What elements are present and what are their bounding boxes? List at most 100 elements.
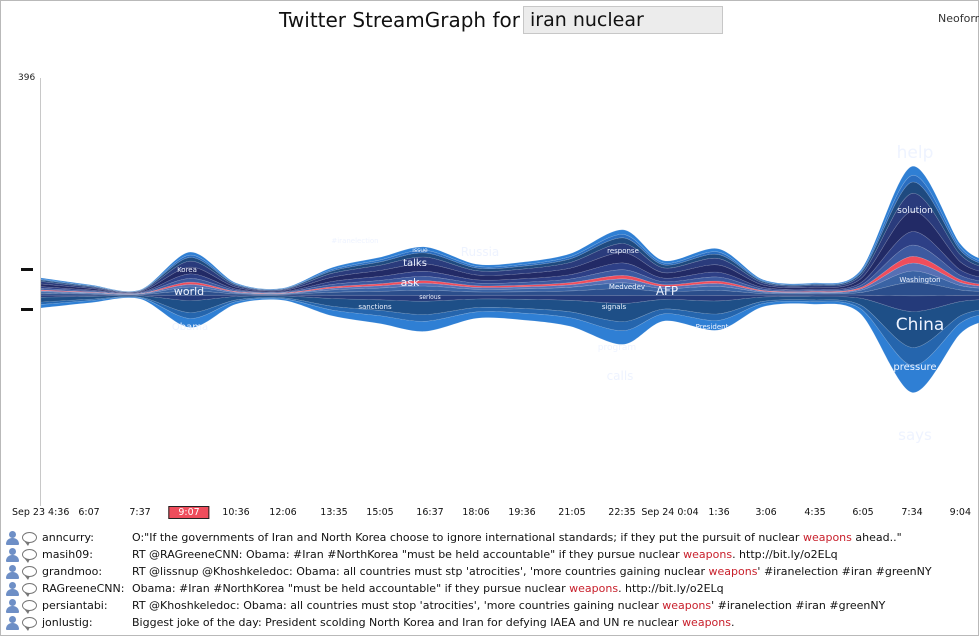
tweet-keyword: weapons	[662, 599, 712, 612]
stream-label: Washington	[899, 276, 940, 284]
stream-label: AFP	[656, 284, 678, 298]
tweet-author[interactable]: masih09:	[42, 548, 93, 561]
user-icon	[6, 616, 19, 630]
tweet-text-start: RT @RAGreeneCNN: Obama: #Iran #NorthKore…	[132, 548, 684, 561]
stream-labels: help solution China pressure says Washington R…	[172, 143, 944, 444]
stream-label: Obama	[172, 322, 208, 333]
tweet-row[interactable]: persiantabi: RT @Khoshkeledoc: Obama: all…	[0, 598, 979, 615]
brand-label: Neoform	[938, 12, 979, 25]
user-icon	[6, 582, 19, 596]
tweet-text-start: O:"If the governments of Iran and North …	[132, 531, 803, 544]
tweet-author[interactable]: jonlustig:	[42, 616, 93, 629]
tweet-text: Obama: #Iran #NorthKorea "must be held a…	[132, 582, 724, 595]
tweet-keyword: weapons	[682, 616, 731, 629]
y-axis-line	[40, 78, 41, 506]
time-tick[interactable]: 22:35	[608, 507, 636, 518]
stream-layer[interactable]	[41, 166, 979, 292]
stream-layer[interactable]	[41, 295, 979, 348]
time-tick[interactable]: 6:05	[852, 507, 874, 518]
time-tick[interactable]: Sep 23 4:36	[12, 507, 70, 518]
tweet-text-start: RT @Khoshkeledoc: Obama: all countries m…	[132, 599, 663, 612]
user-icon	[6, 548, 19, 562]
time-tick[interactable]: 21:05	[558, 507, 586, 518]
stream-layer[interactable]	[41, 281, 979, 297]
tweet-author[interactable]: persiantabi:	[42, 599, 108, 612]
header: Twitter StreamGraph for Neoform	[0, 6, 979, 36]
time-tick[interactable]: 16:37	[416, 507, 444, 518]
reply-bubble-icon[interactable]	[22, 566, 37, 580]
stream-label: Korea	[177, 266, 197, 274]
time-tick[interactable]: 3:06	[755, 507, 777, 518]
stream-layer[interactable]	[41, 270, 979, 295]
user-icon	[6, 599, 19, 613]
tweet-text-start: RT @lissnup @Khoshkeledoc: Obama: all co…	[132, 565, 709, 578]
search-input[interactable]	[523, 6, 723, 34]
y-axis-max-label: 396	[18, 73, 36, 83]
tweet-row[interactable]: grandmoo: RT @lissnup @Khoshkeledoc: Obam…	[0, 564, 979, 581]
stream-label: serious	[419, 294, 441, 301]
stream-label: world	[174, 285, 204, 298]
tweet-keyword: weapons	[569, 582, 619, 595]
tweet-row[interactable]: anncurry: O:"If the governments of Iran a…	[0, 530, 979, 547]
tweet-text: O:"If the governments of Iran and North …	[132, 531, 902, 544]
tweet-row[interactable]: RAGreeneCNN: Obama: #Iran #NorthKorea "mu…	[0, 581, 979, 598]
time-tick[interactable]: 18:06	[462, 507, 490, 518]
tweet-text: RT @Khoshkeledoc: Obama: all countries m…	[132, 599, 885, 612]
time-tick[interactable]: Sep 24 0:04	[641, 507, 699, 518]
stream-label: Russia	[461, 245, 500, 259]
tweet-text-end: ' #iranelection #iran #greenNY	[757, 565, 932, 578]
time-tick[interactable]: 12:06	[269, 507, 297, 518]
tweet-text-end: ahead.."	[851, 531, 902, 544]
time-tick[interactable]: 10:36	[222, 507, 250, 518]
stream-label: China	[896, 315, 945, 335]
tweet-text-end: . http://bit.ly/o2ELq	[732, 548, 838, 561]
stream-layer[interactable]	[41, 296, 979, 393]
tweet-keyword: weapons	[683, 548, 733, 561]
tweet-text: RT @RAGreeneCNN: Obama: #Iran #NorthKore…	[132, 548, 838, 561]
stream-label: pressure	[893, 362, 936, 373]
user-icon	[6, 531, 19, 545]
time-tick[interactable]: 13:35	[320, 507, 348, 518]
stream-label: talks	[403, 258, 427, 269]
stream-layer[interactable]	[41, 262, 979, 295]
stream-label: President	[696, 323, 729, 331]
stream-label: response	[607, 247, 639, 255]
zoom-handle-top[interactable]	[21, 268, 33, 271]
tweet-row[interactable]: jonlustig: Biggest joke of the day: Presi…	[0, 615, 979, 632]
tweet-author[interactable]: grandmoo:	[42, 565, 103, 578]
stream-label: sanctions	[358, 303, 392, 311]
stream-layer[interactable]	[41, 296, 979, 366]
time-tick[interactable]: 4:35	[804, 507, 826, 518]
zoom-handle-bottom[interactable]	[21, 308, 33, 311]
stream-label: help	[897, 143, 934, 163]
time-tick-selected[interactable]: 9:07	[168, 506, 210, 519]
reply-bubble-icon[interactable]	[22, 583, 37, 597]
stream-label: #iranelection	[331, 237, 378, 245]
reply-bubble-icon[interactable]	[22, 532, 37, 546]
tweet-row[interactable]: masih09: RT @RAGreeneCNN: Obama: #Iran #N…	[0, 547, 979, 564]
tweet-author[interactable]: anncurry:	[42, 531, 94, 544]
streamgraph[interactable]: help solution China pressure says Washington R…	[0, 0, 979, 510]
tweet-text: RT @lissnup @Khoshkeledoc: Obama: all co…	[132, 565, 932, 578]
time-axis[interactable]: Sep 23 4:36 6:07 7:37 9:07 10:36 12:06 13:35 15…	[0, 505, 979, 521]
stream-layers[interactable]	[41, 166, 979, 393]
tweet-text-end: . http://bit.ly/o2ELq	[618, 582, 724, 595]
time-tick[interactable]: 15:05	[366, 507, 394, 518]
time-tick[interactable]: 9:04	[949, 507, 971, 518]
time-tick[interactable]: 19:36	[508, 507, 536, 518]
reply-bubble-icon[interactable]	[22, 549, 37, 563]
time-tick[interactable]: 7:34	[901, 507, 923, 518]
tweet-author[interactable]: RAGreeneCNN:	[42, 582, 125, 595]
tweet-text: Biggest joke of the day: President scold…	[132, 616, 734, 629]
tweet-text-start: Biggest joke of the day: President scold…	[132, 616, 683, 629]
reply-bubble-icon[interactable]	[22, 600, 37, 614]
time-tick[interactable]: 7:37	[129, 507, 151, 518]
time-tick[interactable]: 6:07	[78, 507, 100, 518]
stream-layer[interactable]	[41, 175, 979, 293]
reply-bubble-icon[interactable]	[22, 617, 37, 631]
tweet-text-end: ' #iranelection #iran #greenNY	[711, 599, 886, 612]
tweet-keyword: weapons	[708, 565, 758, 578]
time-tick[interactable]: 1:36	[708, 507, 730, 518]
stream-label: says	[898, 426, 932, 444]
stream-label: Medvedev	[609, 283, 645, 291]
